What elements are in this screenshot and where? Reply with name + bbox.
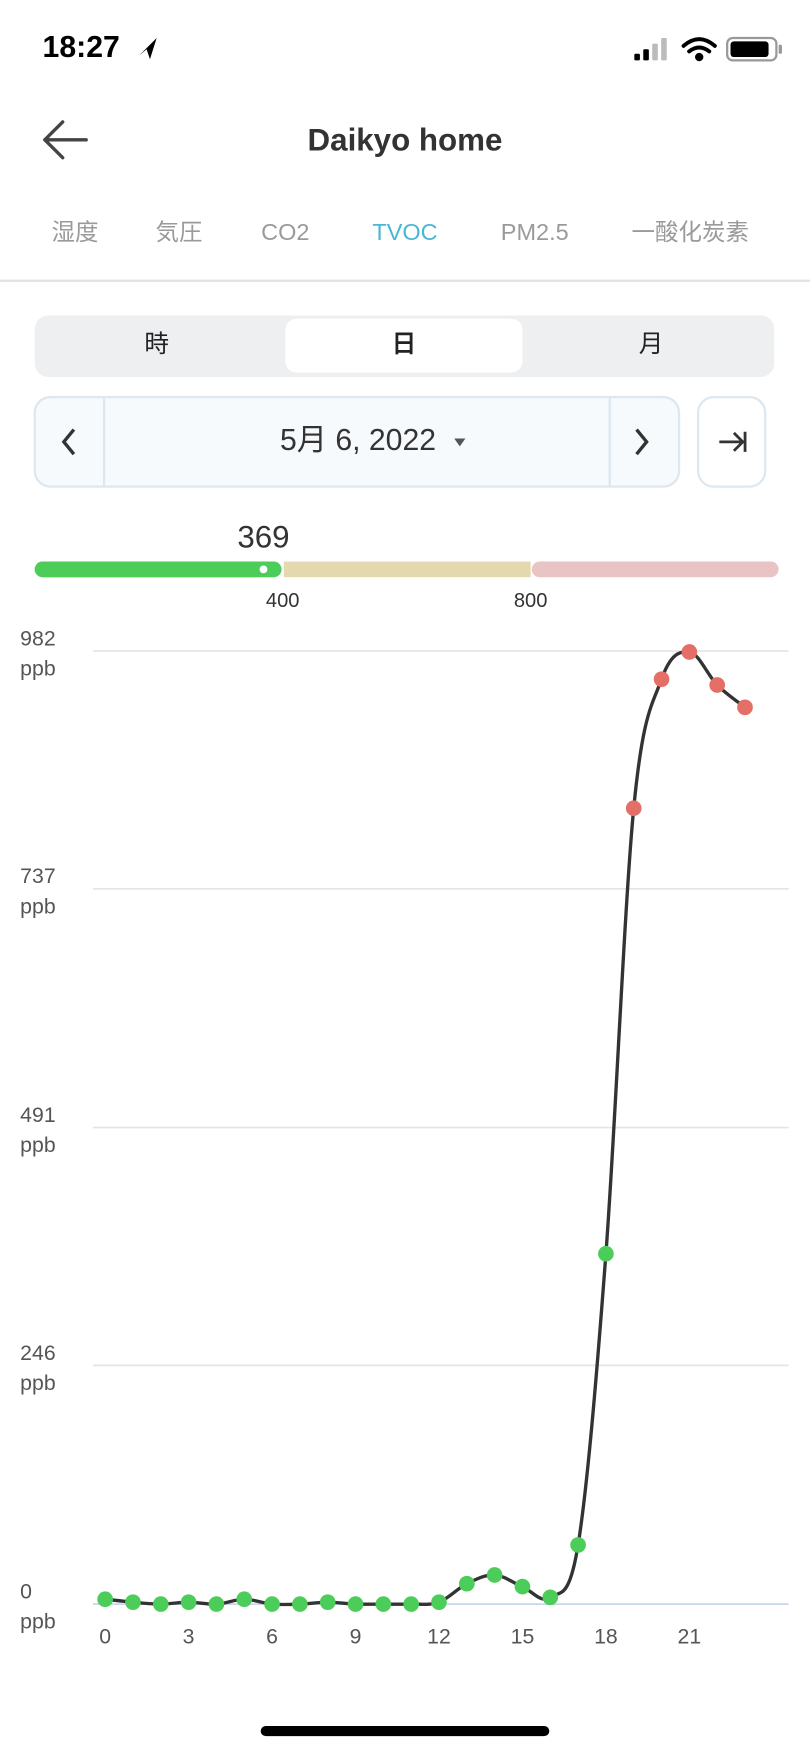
data-point[interactable] bbox=[681, 644, 698, 660]
y-unit-label: ppb bbox=[20, 1133, 55, 1157]
y-unit-label: ppb bbox=[20, 1371, 55, 1395]
y-tick-label: 0 bbox=[20, 1580, 32, 1604]
gauge-value: 369 bbox=[237, 519, 289, 554]
data-point[interactable] bbox=[542, 1589, 559, 1606]
tab-bar: 湿度 気圧 CO2 TVOC PM2.5 一酸化炭素 bbox=[52, 219, 749, 245]
segments: 時日月 bbox=[144, 330, 663, 358]
data-point[interactable] bbox=[653, 671, 670, 688]
segment[interactable]: 時 bbox=[144, 330, 169, 358]
gauge-tick: 800 bbox=[514, 590, 548, 612]
x-tick-label: 9 bbox=[350, 1624, 362, 1648]
x-tick-label: 3 bbox=[183, 1624, 195, 1648]
x-tick-label: 18 bbox=[594, 1624, 618, 1648]
x-tick-label: 15 bbox=[511, 1624, 535, 1648]
data-point[interactable] bbox=[180, 1594, 197, 1610]
x-tick-label: 0 bbox=[99, 1624, 111, 1648]
y-tick-label: 982 bbox=[20, 626, 55, 650]
tab[interactable]: 湿度 bbox=[52, 219, 99, 245]
status-time: 18:27 bbox=[43, 31, 120, 64]
gauge-tick: 400 bbox=[266, 590, 300, 612]
x-tick-label: 6 bbox=[266, 1624, 278, 1648]
data-point[interactable] bbox=[319, 1594, 336, 1610]
gauge-segment bbox=[283, 561, 531, 578]
data-point[interactable] bbox=[570, 1537, 586, 1553]
data-point[interactable] bbox=[737, 699, 753, 716]
date-label[interactable]: 5月 6, 2022 bbox=[280, 424, 436, 457]
segment[interactable]: 日 bbox=[392, 331, 417, 358]
data-point[interactable] bbox=[514, 1578, 531, 1595]
gauge-segment bbox=[531, 561, 779, 578]
data-point[interactable] bbox=[486, 1567, 503, 1583]
data-point[interactable] bbox=[375, 1596, 392, 1612]
prev-button[interactable] bbox=[61, 428, 76, 456]
y-unit-label: ppb bbox=[20, 1610, 55, 1634]
wifi-icon bbox=[681, 37, 717, 62]
back-button[interactable] bbox=[43, 120, 88, 160]
data-point[interactable] bbox=[208, 1596, 225, 1612]
battery-icon bbox=[726, 36, 782, 62]
tab[interactable]: PM2.5 bbox=[501, 219, 569, 245]
y-tick-label: 491 bbox=[20, 1103, 55, 1127]
latest-icon bbox=[719, 431, 747, 452]
next-button[interactable] bbox=[635, 428, 649, 456]
y-tick-label: 246 bbox=[20, 1341, 55, 1365]
data-point[interactable] bbox=[625, 800, 642, 817]
data-point[interactable] bbox=[264, 1596, 280, 1612]
y-unit-label: ppb bbox=[20, 894, 55, 918]
y-tick-label: 737 bbox=[20, 864, 55, 888]
date-picker bbox=[33, 395, 681, 488]
data-point[interactable] bbox=[403, 1596, 419, 1612]
data-point[interactable] bbox=[125, 1594, 141, 1610]
tab[interactable]: 気圧 bbox=[156, 219, 203, 245]
segment[interactable]: 月 bbox=[639, 331, 664, 358]
data-point[interactable] bbox=[236, 1591, 253, 1608]
header-title: Daikyo home bbox=[308, 122, 503, 157]
gauge: 369 400 800 bbox=[34, 519, 779, 612]
tab[interactable]: 一酸化炭素 bbox=[632, 219, 749, 245]
data-point[interactable] bbox=[152, 1596, 169, 1612]
x-tick-label: 21 bbox=[678, 1624, 702, 1648]
x-tick-label: 12 bbox=[427, 1624, 451, 1648]
chart: 0 ppb 246 ppb 491 ppb 737 ppb 982 ppb 0 3 6 9 12 15 18 21 bbox=[20, 626, 789, 1648]
y-unit-label: ppb bbox=[20, 657, 55, 681]
home-indicator bbox=[260, 1726, 550, 1737]
gauge-fill bbox=[34, 561, 264, 578]
segment-selected bbox=[285, 318, 523, 373]
gauge-marker bbox=[259, 565, 268, 574]
tab[interactable]: TVOC bbox=[372, 219, 437, 245]
dropdown-icon[interactable] bbox=[454, 438, 466, 447]
signal-icon bbox=[634, 38, 667, 61]
data-point[interactable] bbox=[458, 1575, 475, 1592]
data-point[interactable] bbox=[97, 1591, 113, 1608]
data-point[interactable] bbox=[347, 1596, 364, 1612]
data-point[interactable] bbox=[431, 1594, 447, 1610]
data-point[interactable] bbox=[709, 677, 726, 693]
tab[interactable]: CO2 bbox=[261, 219, 309, 245]
location-icon bbox=[138, 38, 157, 60]
data-point[interactable] bbox=[598, 1245, 614, 1262]
data-point[interactable] bbox=[292, 1596, 308, 1612]
